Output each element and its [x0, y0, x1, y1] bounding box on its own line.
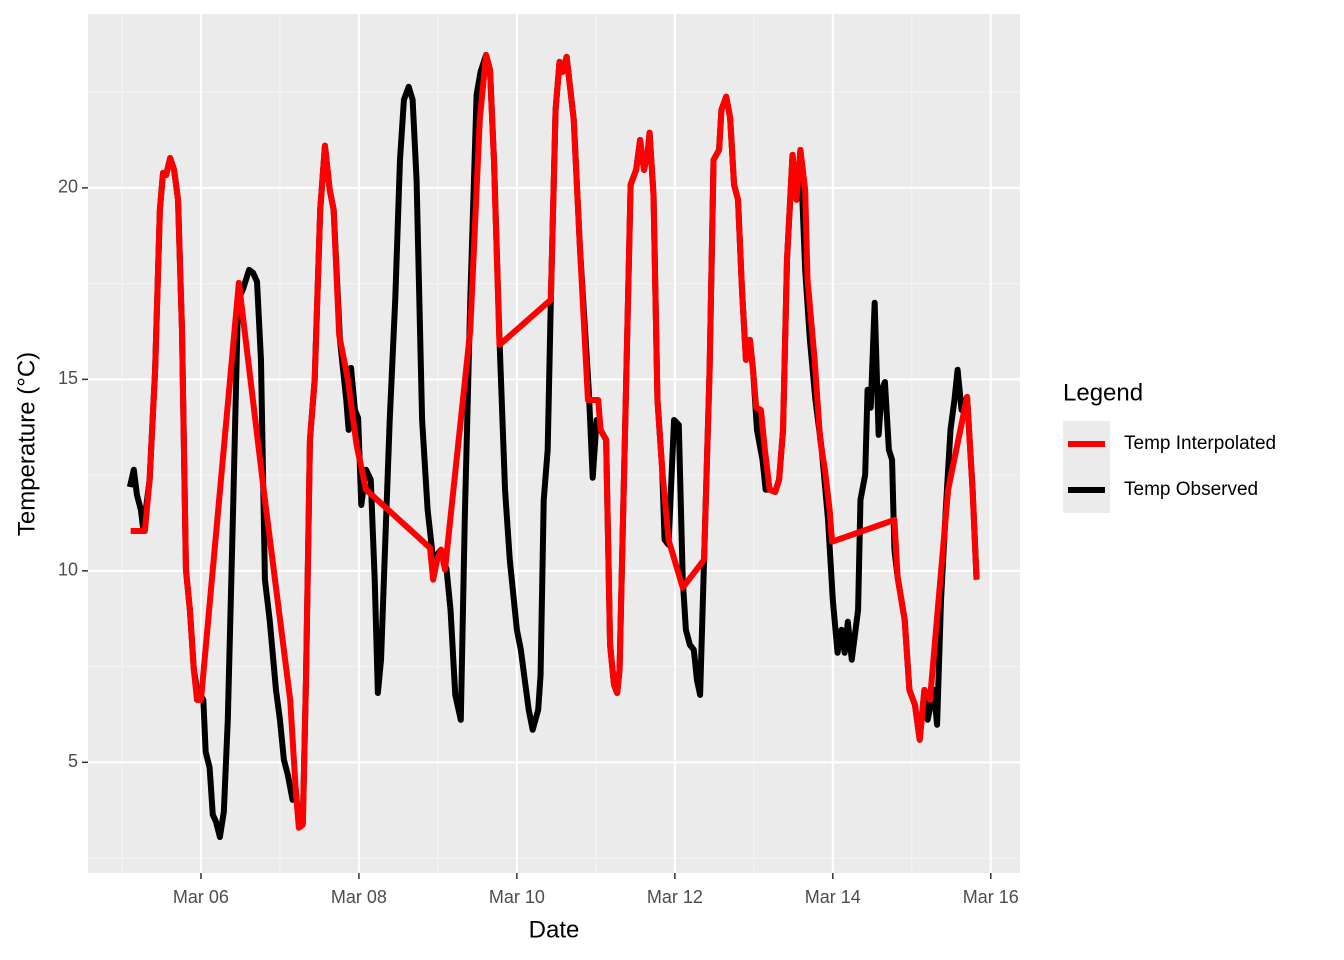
x-tick-label: Mar 08 [331, 887, 387, 907]
x-axis-title: Date [529, 916, 580, 943]
y-tick-label: 5 [68, 751, 78, 771]
x-tick-label: Mar 12 [647, 887, 703, 907]
lines [126, 51, 980, 840]
legend-label: Temp Observed [1124, 479, 1258, 500]
legend-title: Legend [1063, 379, 1143, 406]
legend: Temp Interpolated Temp Observed [1063, 421, 1276, 513]
y-axis-title: Temperature (°C) [13, 352, 40, 536]
series-line [130, 51, 980, 831]
x-tick-label: Mar 10 [489, 887, 545, 907]
x-tick-label: Mar 14 [805, 887, 861, 907]
axes: Mar 06 Mar 08 Mar 10 Mar 12 Mar 14 Mar 16 5 10 1… [58, 177, 1019, 907]
x-tick-label: Mar 06 [173, 887, 229, 907]
legend-label: Temp Interpolated [1124, 433, 1276, 454]
y-tick-label: 10 [58, 560, 78, 580]
y-tick-label: 20 [58, 177, 78, 197]
x-tick-label: Mar 16 [963, 887, 1019, 907]
y-tick-label: 15 [58, 368, 78, 388]
